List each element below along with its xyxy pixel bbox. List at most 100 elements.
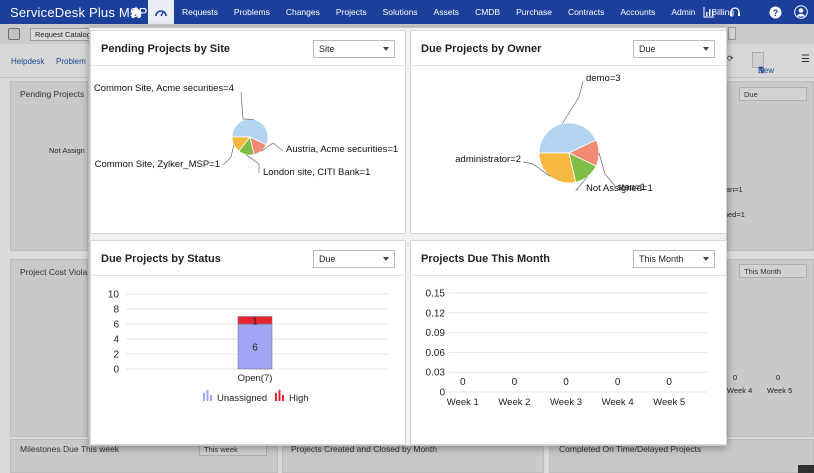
widget-header: Due Projects by Status Due bbox=[91, 241, 405, 276]
bg-right-panel-2 bbox=[727, 259, 814, 437]
bar-value-label: 1 bbox=[252, 316, 258, 327]
legend-swatch bbox=[203, 393, 205, 401]
legend-swatch bbox=[275, 393, 277, 401]
pie-leader-line bbox=[222, 144, 235, 166]
nav-admin[interactable]: Admin bbox=[671, 7, 696, 17]
nav-projects[interactable]: Projects bbox=[335, 7, 367, 17]
new-widget-button[interactable]: ⊞ New ▼ bbox=[752, 52, 774, 75]
home-button[interactable] bbox=[124, 0, 148, 24]
hamburger-menu-icon[interactable]: ☰ bbox=[801, 54, 810, 65]
widget-title: Projects Due This Month bbox=[421, 253, 550, 265]
tab-helpdesk[interactable]: Helpdesk bbox=[11, 57, 45, 66]
bar-value-label: 0 bbox=[563, 377, 569, 388]
nav-billing[interactable]: Billing bbox=[711, 7, 735, 17]
user-menu-button[interactable] bbox=[788, 0, 814, 24]
nav-problems[interactable]: Problems bbox=[233, 7, 270, 17]
nav-contracts[interactable]: Contracts bbox=[568, 7, 605, 17]
bg-week4-label: Week 4 bbox=[727, 386, 753, 395]
bg-stan-label: stan=1 bbox=[720, 185, 743, 194]
nav-purchase[interactable]: Purchase bbox=[516, 7, 553, 17]
bg-created-closed-title: Projects Created and Closed by Month bbox=[291, 444, 437, 454]
chevron-down-icon bbox=[703, 47, 709, 51]
pie-label: demo=3 bbox=[586, 73, 621, 84]
pie-leader-line bbox=[575, 176, 588, 191]
legend-label: High bbox=[289, 393, 309, 404]
widget-due-this-month: Projects Due This Month This Month 0 0.03… bbox=[410, 240, 727, 445]
x-category-label: Week 5 bbox=[653, 397, 685, 408]
pie-leader-line bbox=[598, 152, 616, 187]
caret-down-icon: ▼ bbox=[758, 66, 764, 72]
month-select[interactable]: This Month bbox=[633, 250, 715, 268]
x-category-label: Week 1 bbox=[447, 397, 479, 408]
pie-label: administrator=2 bbox=[455, 154, 521, 165]
legend-label: Unassigned bbox=[217, 393, 267, 404]
select-value: Due bbox=[319, 254, 336, 264]
collapsed-control[interactable] bbox=[728, 27, 736, 40]
widget-header: Pending Projects by Site Site bbox=[91, 31, 405, 66]
y-tick-label: 0.12 bbox=[426, 308, 446, 319]
pie-leader-line bbox=[245, 154, 260, 173]
brand-logo[interactable]: ServiceDesk Plus MSP bbox=[10, 4, 148, 20]
chat-tab[interactable] bbox=[798, 465, 814, 473]
pie-leader-line bbox=[240, 91, 255, 120]
site-select[interactable]: Site bbox=[313, 40, 395, 58]
y-tick-label: 0.03 bbox=[426, 368, 446, 379]
bar-segment bbox=[237, 316, 273, 325]
y-tick-label: 0.09 bbox=[426, 328, 446, 339]
bar-value-label: 0 bbox=[460, 377, 466, 388]
bg-this-month-select[interactable]: This Month bbox=[739, 264, 807, 278]
owner-due-select[interactable]: Due bbox=[633, 40, 715, 58]
chevron-down-icon bbox=[703, 257, 709, 261]
y-tick-label: 10 bbox=[108, 290, 120, 301]
bar-value-label: 6 bbox=[252, 343, 258, 354]
bar-value-label: 0 bbox=[512, 377, 518, 388]
tab-problem[interactable]: Problem bbox=[56, 57, 86, 66]
nav-accounts[interactable]: Accounts bbox=[620, 7, 656, 17]
pie-slice bbox=[538, 122, 597, 154]
nav-icon-group: ? bbox=[696, 0, 814, 24]
widget-pending-by-site: Pending Projects by Site Site Common Sit… bbox=[90, 30, 406, 234]
bg-week4-value: 0 bbox=[733, 373, 738, 382]
svg-text:?: ? bbox=[772, 8, 778, 18]
dashboard-icon bbox=[155, 10, 167, 17]
y-tick-label: 2 bbox=[113, 350, 119, 361]
pie-label: Austria, Acme securities=1 bbox=[286, 144, 398, 155]
nav-requests[interactable]: Requests bbox=[182, 7, 218, 17]
y-tick-label: 6 bbox=[113, 320, 119, 331]
pie-leader-line bbox=[522, 161, 551, 177]
nav-cmdb[interactable]: CMDB bbox=[475, 7, 501, 17]
bg-assigned-label: igned=1 bbox=[718, 210, 745, 219]
bg-week5-value: 0 bbox=[776, 373, 781, 382]
status-due-select[interactable]: Due bbox=[313, 250, 395, 268]
reports-icon bbox=[703, 6, 714, 17]
bg-week5-label: Week 5 bbox=[767, 386, 793, 395]
reports-button[interactable] bbox=[696, 0, 722, 24]
nav-changes[interactable]: Changes bbox=[285, 7, 320, 17]
refresh-icon[interactable]: ⟳ bbox=[727, 54, 734, 63]
nav-assets[interactable]: Assets bbox=[433, 7, 460, 17]
bg-completed-title: Completed On Time/Delayed Projects bbox=[559, 444, 702, 454]
bar-value-label: 0 bbox=[666, 377, 672, 388]
legend-swatch bbox=[210, 395, 212, 401]
widget-header: Due Projects by Owner Due bbox=[411, 31, 726, 66]
widget-header: Projects Due This Month This Month bbox=[411, 241, 726, 276]
legend-swatch bbox=[206, 390, 209, 401]
support-button[interactable] bbox=[722, 0, 748, 24]
chevron-down-icon bbox=[383, 257, 389, 261]
nav-solutions[interactable]: Solutions bbox=[382, 7, 418, 17]
help-button[interactable]: ? bbox=[762, 0, 788, 24]
widget-title: Due Projects by Owner bbox=[421, 43, 542, 55]
bg-cost-violation-title: Project Cost Viola bbox=[20, 267, 88, 277]
select-value: This Month bbox=[639, 254, 684, 264]
pie-label: London site, CITI Bank=1 bbox=[263, 167, 370, 178]
bg-milestones-title: Milestones Due This week bbox=[20, 444, 120, 454]
bg-pending-projects-panel bbox=[10, 81, 88, 251]
y-tick-label: 4 bbox=[113, 335, 119, 346]
widget-title: Due Projects by Status bbox=[101, 253, 221, 265]
home-icon bbox=[130, 6, 142, 18]
request-catalog-button[interactable]: Request Catalog bbox=[8, 27, 96, 41]
pie-chart-site: Common Site, Acme securities=4 Austria, A… bbox=[94, 83, 398, 178]
dashboard-button[interactable] bbox=[148, 0, 174, 24]
bg-due-select[interactable]: Due bbox=[739, 87, 807, 101]
